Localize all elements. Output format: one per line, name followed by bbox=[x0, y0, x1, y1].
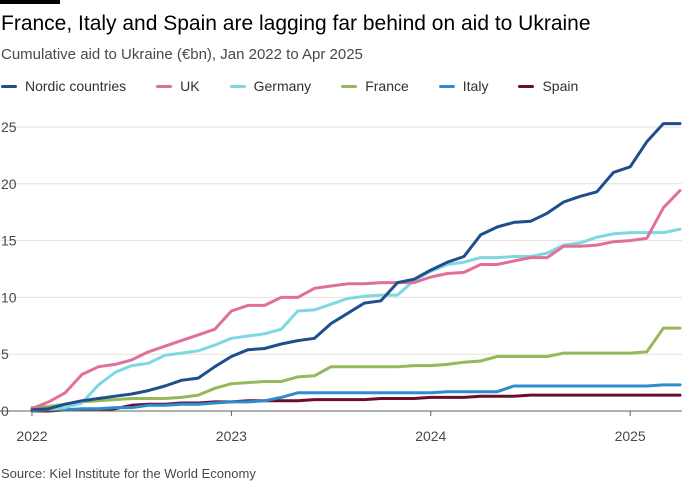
legend-swatch bbox=[438, 84, 455, 88]
x-tick-label: 2025 bbox=[615, 428, 646, 444]
legend-label: Nordic countries bbox=[25, 78, 127, 94]
y-tick-label: 25 bbox=[1, 119, 17, 135]
y-tick-label: 5 bbox=[1, 346, 9, 362]
chart-subtitle: Cumulative aid to Ukraine (€bn), Jan 202… bbox=[1, 46, 363, 63]
y-tick-label: 15 bbox=[1, 233, 17, 249]
series-line-italy bbox=[30, 383, 682, 413]
source-note: Source: Kiel Institute for the World Eco… bbox=[1, 466, 256, 481]
legend-label: Italy bbox=[462, 78, 489, 94]
legend-swatch bbox=[229, 84, 246, 88]
legend-swatch bbox=[341, 84, 358, 88]
legend-swatch bbox=[518, 84, 535, 88]
chart-legend: Nordic countries UK Germany France Italy Spai… bbox=[1, 78, 608, 94]
series-line-uk bbox=[30, 189, 682, 411]
series-line-germany bbox=[30, 227, 682, 412]
legend-label: Spain bbox=[542, 78, 579, 94]
x-tick-label: 2024 bbox=[415, 428, 446, 444]
legend-label: France bbox=[365, 78, 409, 94]
legend-swatch bbox=[156, 84, 173, 88]
legend-item-nordic-countries: Nordic countries bbox=[1, 78, 126, 94]
y-tick-label: 20 bbox=[1, 176, 17, 192]
series-line-france bbox=[30, 326, 682, 410]
legend-item-uk: UK bbox=[156, 78, 200, 94]
legend-label: Germany bbox=[253, 78, 312, 94]
x-tick-label: 2023 bbox=[216, 428, 247, 444]
legend-item-spain: Spain bbox=[518, 78, 578, 94]
x-tick-label: 2022 bbox=[16, 428, 47, 444]
y-tick-label: 10 bbox=[1, 289, 17, 305]
legend-swatch bbox=[1, 84, 17, 88]
legend-label: UK bbox=[180, 78, 200, 94]
series-line-spain bbox=[30, 393, 682, 413]
chart-title: France, Italy and Spain are lagging far … bbox=[1, 12, 591, 35]
brand-bar bbox=[0, 0, 60, 4]
series-line-nordic-countries bbox=[30, 122, 682, 412]
legend-item-italy: Italy bbox=[438, 78, 489, 94]
legend-item-france: France bbox=[341, 78, 409, 94]
legend-item-germany: Germany bbox=[229, 78, 312, 94]
